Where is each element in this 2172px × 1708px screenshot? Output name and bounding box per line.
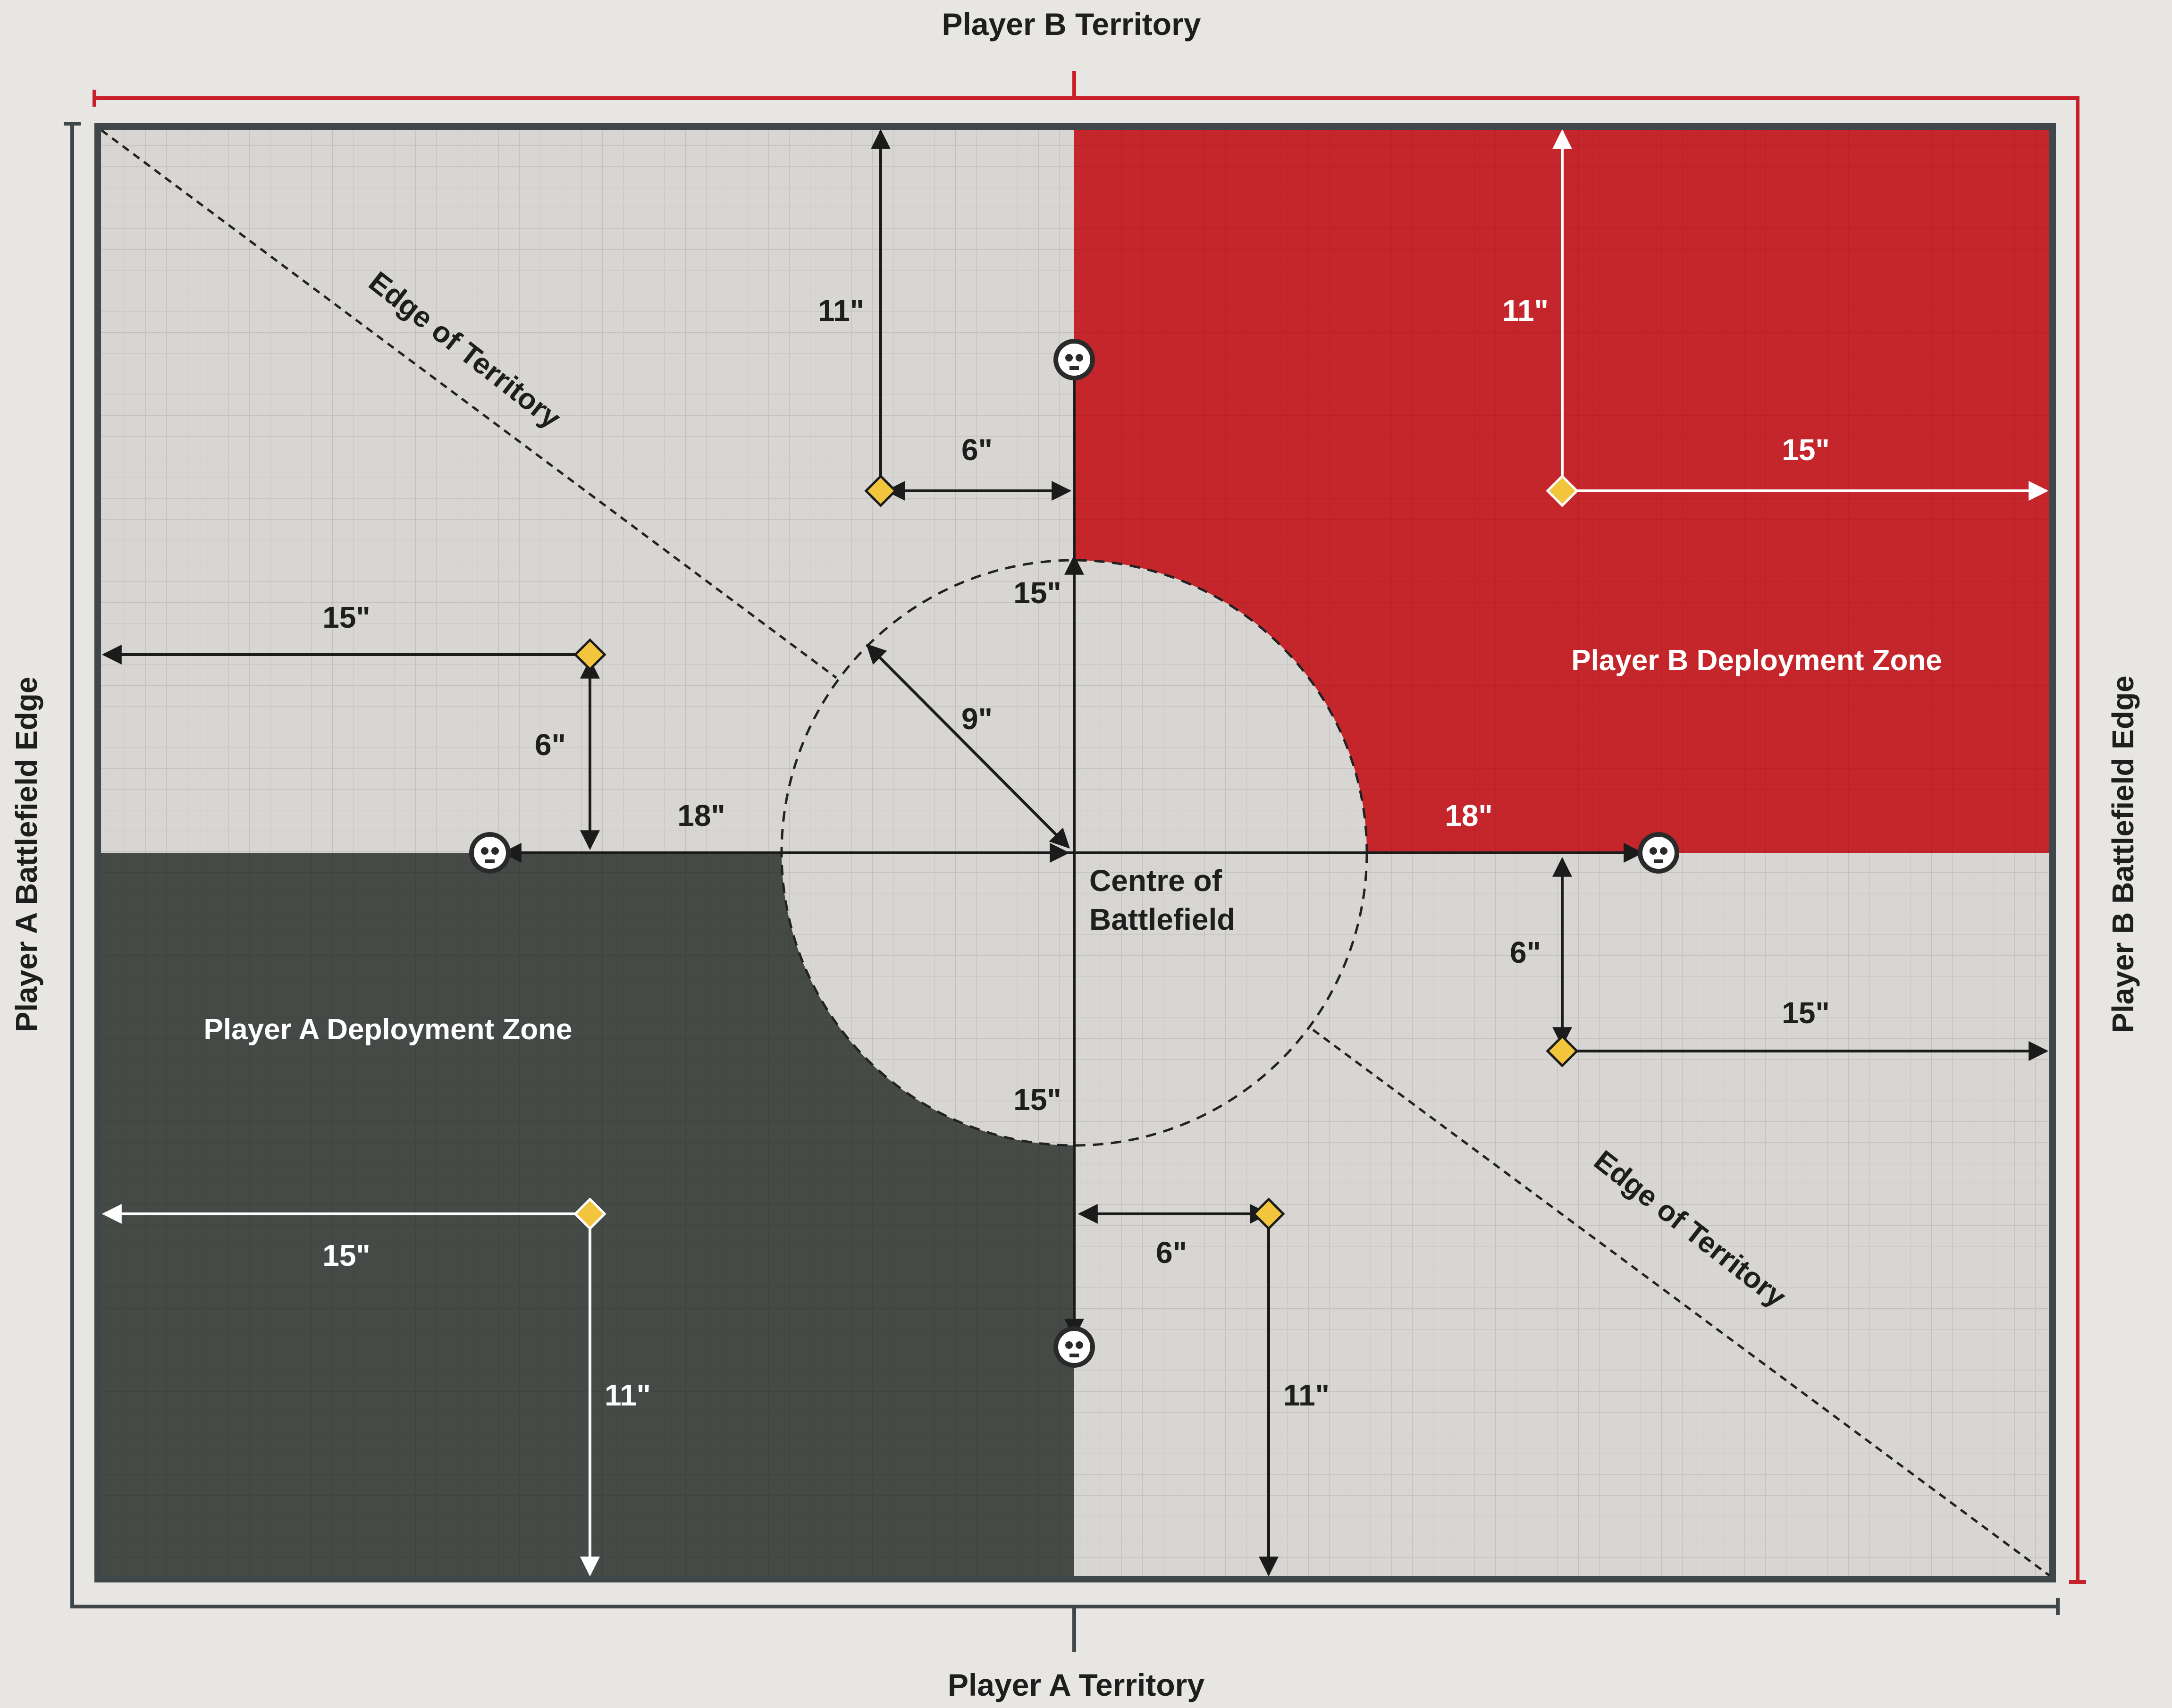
measure-right-top-15: 15" (1782, 433, 1830, 467)
measure-right-15: 15" (1782, 996, 1830, 1030)
measure-left-6: 6" (535, 728, 566, 762)
top-territory-label: Player B Territory (942, 7, 1201, 42)
measure-arrows-black (101, 129, 2049, 1577)
measure-right-6: 6" (1510, 935, 1541, 969)
measure-centre-up-15: 15" (1013, 576, 1061, 610)
edge-of-territory-line-upper (101, 129, 837, 679)
diamond-marker-icon (573, 474, 1579, 1230)
territory-edge-a (64, 122, 2060, 1652)
measure-left-15: 15" (322, 600, 370, 634)
measure-bottom-centre-11: 11" (1283, 1378, 1330, 1412)
territory-edge-b (93, 71, 2086, 1584)
measure-top-centre-6: 6" (961, 433, 993, 467)
measure-left-18: 18" (677, 799, 725, 833)
measure-centre-down-15: 15" (1013, 1083, 1061, 1117)
battlefield-border (94, 123, 2056, 1582)
edge-of-territory-line-lower (1312, 1028, 2050, 1577)
centre-label-line2: Battlefield (1089, 902, 1235, 936)
player-b-zone-label: Player B Deployment Zone (1571, 644, 1942, 677)
measure-radius-9: 9" (961, 702, 993, 736)
measure-bottom-centre-6: 6" (1156, 1236, 1187, 1270)
centre-label-line1: Centre of (1089, 864, 1222, 898)
measure-bottom-left-11: 11" (605, 1378, 651, 1412)
player-a-zone-label: Player A Deployment Zone (204, 1013, 572, 1046)
measure-bottom-left-15: 15" (322, 1238, 370, 1272)
measure-right-18: 18" (1445, 799, 1493, 833)
skull-objective-icon (469, 339, 1679, 1368)
left-edge-label: Player A Battlefield Edge (9, 677, 43, 1032)
measure-right-top-11: 11" (1502, 294, 1549, 328)
bottom-territory-label: Player A Territory (948, 1667, 1204, 1702)
measure-arrows-white (101, 129, 2049, 1577)
measure-top-centre-11: 11" (818, 294, 864, 328)
right-edge-label: Player B Battlefield Edge (2106, 675, 2140, 1033)
